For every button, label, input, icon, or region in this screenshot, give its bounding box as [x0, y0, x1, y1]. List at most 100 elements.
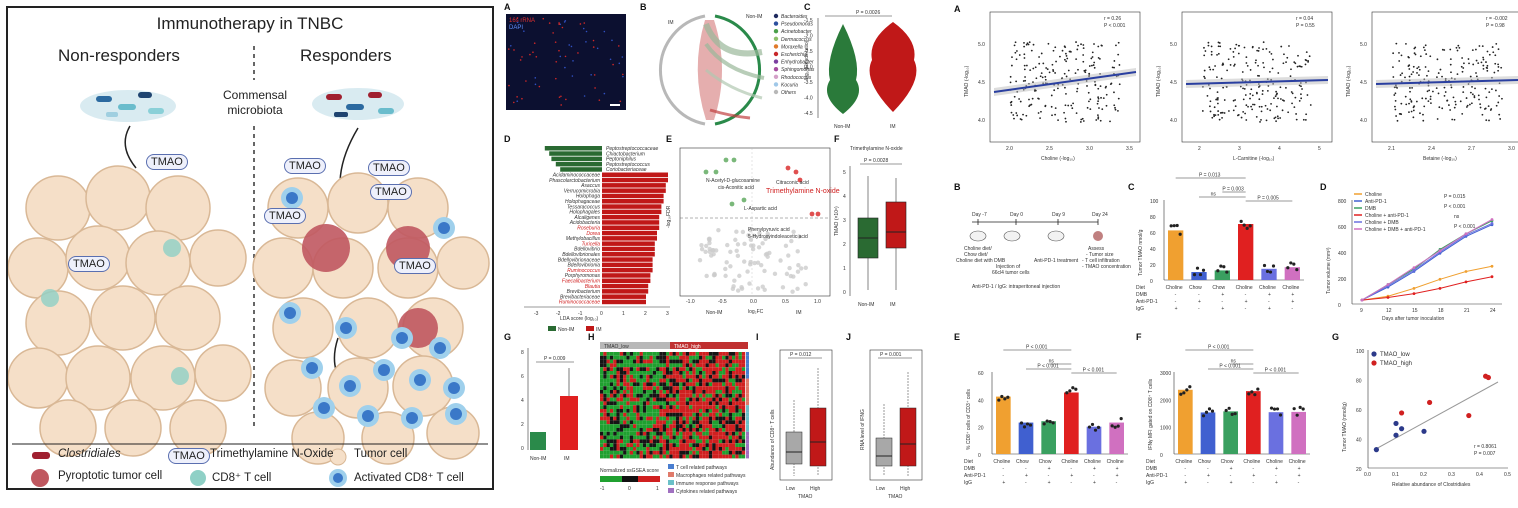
legend-pyroptotic: Pyroptotic tumor cell — [58, 470, 163, 482]
legend-activated-cd8: Activated CD8⁺ T cell — [354, 472, 464, 484]
volcano-point — [745, 269, 750, 274]
data-point — [1242, 223, 1246, 227]
cd8-icon — [190, 470, 206, 486]
scatter-point — [1469, 91, 1472, 94]
scatter-point — [1436, 76, 1438, 78]
scatter-point — [1031, 97, 1034, 100]
scatter-point — [1023, 68, 1026, 71]
data-point — [1265, 269, 1270, 274]
scatter-point — [1069, 50, 1072, 53]
panel-i-group-high: High — [810, 486, 821, 492]
volcano-point — [757, 231, 762, 236]
scatter-point — [1443, 49, 1446, 51]
lda-taxon-label: Bdellovibrio — [574, 247, 600, 253]
scatter-point — [1252, 103, 1254, 106]
data-point — [1301, 407, 1305, 411]
treatment-cell: + — [1116, 466, 1119, 472]
fish-dot — [548, 22, 551, 24]
x-tick: 3.5 — [1126, 146, 1133, 152]
scatter-point — [1203, 54, 1206, 57]
panel-g-label: G — [504, 332, 511, 342]
bar-ylabel: IFNγ MFI gated on CD8⁺ T cells — [1148, 378, 1154, 450]
mouse-icon — [1047, 230, 1065, 242]
scatter-point — [1210, 53, 1213, 56]
scatter-point — [1491, 46, 1494, 48]
scatter-point — [1498, 113, 1501, 116]
scatter-point — [1441, 75, 1443, 78]
data-point — [1248, 224, 1252, 228]
corr-r: r = -0.002 — [1486, 16, 1508, 22]
scatter-point — [1074, 72, 1077, 75]
genus-label: Rhodococcus — [781, 75, 812, 81]
scatter-point — [1400, 54, 1403, 57]
data-point — [1230, 412, 1234, 416]
volcano-point — [796, 263, 801, 268]
scatter-point — [1258, 47, 1260, 49]
scatter-point — [1455, 46, 1458, 49]
panel-e-xlabel: log₂FC — [748, 309, 764, 315]
growth-line — [1361, 219, 1493, 301]
y-tick: 60 — [978, 371, 984, 377]
lda-bar-im — [602, 289, 649, 294]
scatter-point — [1117, 53, 1120, 56]
scale-tick-neg: -1 — [600, 486, 605, 492]
scatter-point — [1065, 120, 1067, 123]
lda-bar-im — [602, 193, 664, 199]
growth-point — [1490, 218, 1494, 221]
abstract-title: Immunotherapy in TNBC — [156, 14, 344, 33]
scatter-point — [1422, 113, 1424, 116]
x-tick: 3.0 — [1508, 146, 1515, 152]
scatter-point — [1438, 106, 1441, 109]
volcano-point — [748, 228, 753, 233]
scatter-point — [1097, 116, 1100, 119]
scatter-point — [1044, 78, 1047, 81]
x-tick: 2.5 — [1046, 146, 1053, 152]
scatter-point — [1499, 118, 1502, 120]
scatter-point — [1208, 66, 1211, 69]
y-tick: 20 — [1356, 467, 1362, 473]
bar — [1178, 389, 1193, 454]
x-tick: 9 — [1360, 308, 1363, 314]
treatment-cell: - — [1245, 292, 1247, 298]
scatter-point — [1395, 115, 1398, 117]
right-panel-d-label: D — [1320, 182, 1327, 192]
scatter-point — [1394, 105, 1396, 108]
volcano-point — [735, 253, 741, 259]
scale-tick-pos: 1 — [656, 486, 659, 492]
scatter-point — [1479, 103, 1482, 106]
scatter-point — [1217, 41, 1220, 44]
scatter-point — [1082, 120, 1085, 122]
lda-barchart: PeptostreptococcaceaeChiactobacteriumPep… — [524, 146, 670, 317]
scatter-point — [1449, 63, 1452, 66]
y-tick: 4.5 — [1360, 80, 1367, 86]
scatter-point — [1449, 58, 1452, 61]
scatter-point — [1097, 114, 1099, 117]
scatter-point — [1450, 71, 1452, 74]
lda-taxon-label: Roseburia — [577, 226, 600, 232]
graphical-abstract: Immunotherapy in TNBC Non-responders Res… — [6, 6, 494, 490]
scatter-point — [1010, 104, 1013, 106]
scatter-xlabel: Choline (-log₁₀) — [1041, 156, 1075, 162]
scatter-point — [1217, 113, 1220, 116]
data-point — [1275, 407, 1280, 411]
treatment-cell: + — [1268, 292, 1271, 298]
x-tick: 0.0 — [1364, 472, 1371, 478]
scatter-point — [1041, 76, 1044, 79]
scatter-point — [1063, 45, 1066, 48]
treatment-row-label: IgG — [1146, 480, 1154, 486]
treatment-cell: Chow — [1016, 459, 1029, 465]
treatment-cell: + — [1221, 292, 1224, 298]
scatter-point — [1105, 85, 1107, 88]
scatter-point — [1273, 97, 1275, 100]
scatter-point — [1054, 72, 1057, 74]
data-point — [1051, 421, 1055, 425]
scatter-point — [1437, 72, 1440, 74]
timeline-step: 66cl4 tumor cells — [992, 270, 1030, 276]
data-point — [1272, 407, 1277, 411]
scatter-point — [1216, 97, 1219, 100]
scatter-point — [1091, 51, 1094, 54]
scatter-point — [1026, 42, 1029, 45]
bar-pvalue: P < 0.001 — [1083, 368, 1105, 374]
panel-b-label: B — [640, 2, 647, 12]
volcano-point — [724, 260, 729, 265]
